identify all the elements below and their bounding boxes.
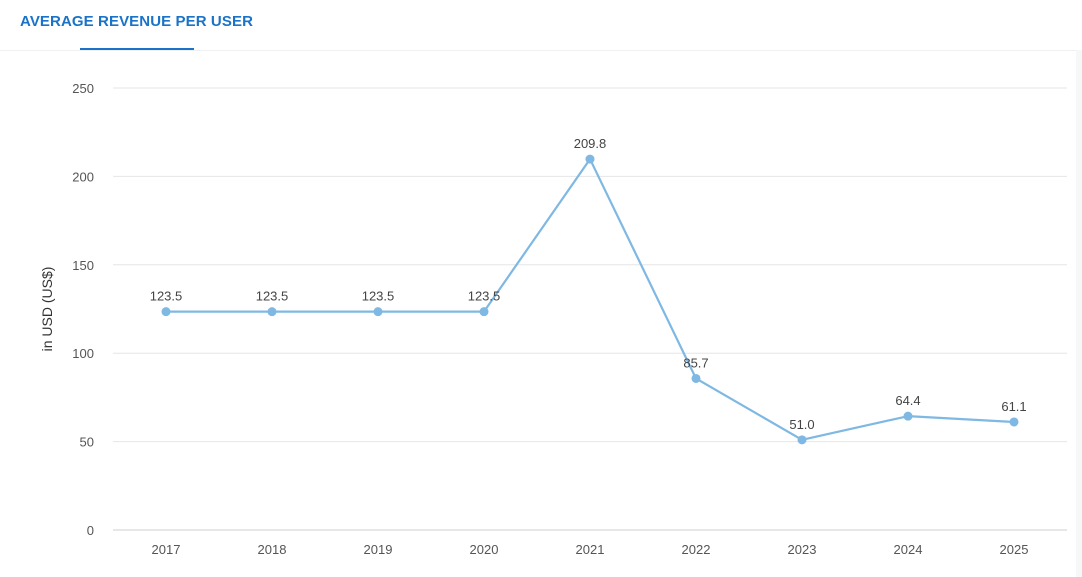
data-points — [161, 154, 1019, 445]
data-label-2020: 123.5 — [468, 289, 501, 304]
x-tick-label: 2017 — [152, 542, 181, 557]
x-tick-label: 2022 — [682, 542, 711, 557]
scrollbar-track[interactable] — [1076, 50, 1082, 577]
data-point-2025[interactable] — [1009, 417, 1019, 427]
x-axis-ticks: 2017 2018 2019 2020 2021 2022 2023 2024 2025 — [152, 542, 1029, 557]
x-tick-label: 2018 — [258, 542, 287, 557]
y-tick-label: 100 — [72, 346, 94, 361]
x-tick-label: 2025 — [1000, 542, 1029, 557]
data-point-2022[interactable] — [691, 373, 701, 383]
data-label-2024: 64.4 — [895, 393, 920, 408]
data-point-2018[interactable] — [267, 307, 277, 317]
x-tick-label: 2021 — [576, 542, 605, 557]
chart-header: AVERAGE REVENUE PER USER — [0, 0, 1082, 51]
y-tick-label: 200 — [72, 169, 94, 184]
active-tab-indicator — [80, 48, 194, 50]
series-average-revenue — [166, 157, 1015, 441]
data-label-2019: 123.5 — [362, 289, 395, 304]
data-point-2017[interactable] — [161, 307, 171, 317]
y-tick-label: 150 — [72, 258, 94, 273]
y-axis-label: in USD (US$) — [39, 267, 55, 352]
y-axis-ticks: 0 50 100 150 200 250 — [72, 81, 94, 538]
data-point-2020[interactable] — [479, 307, 489, 317]
data-labels: 123.5 123.5 123.5 123.5 209.8 85.7 51.0 64.4 61.… — [150, 136, 1027, 432]
data-point-2021[interactable] — [585, 154, 595, 164]
x-tick-label: 2023 — [788, 542, 817, 557]
data-point-2024[interactable] — [903, 411, 913, 421]
data-label-2022: 85.7 — [683, 355, 708, 370]
series-line — [166, 157, 1015, 441]
data-point-2019[interactable] — [373, 307, 383, 317]
grid-lines — [113, 87, 1067, 531]
y-tick-label: 0 — [87, 523, 94, 538]
y-tick-label: 50 — [80, 435, 94, 450]
data-label-2025: 61.1 — [1001, 399, 1026, 414]
y-tick-label: 250 — [72, 81, 94, 96]
tab-average-revenue-per-user[interactable]: AVERAGE REVENUE PER USER — [20, 13, 254, 30]
x-tick-label: 2024 — [894, 542, 923, 557]
x-tick-label: 2019 — [364, 542, 393, 557]
data-label-2023: 51.0 — [789, 417, 814, 432]
x-tick-label: 2020 — [470, 542, 499, 557]
data-point-2023[interactable] — [797, 435, 807, 445]
data-label-2017: 123.5 — [150, 289, 183, 304]
data-label-2018: 123.5 — [256, 289, 289, 304]
data-label-2021: 209.8 — [574, 136, 607, 151]
